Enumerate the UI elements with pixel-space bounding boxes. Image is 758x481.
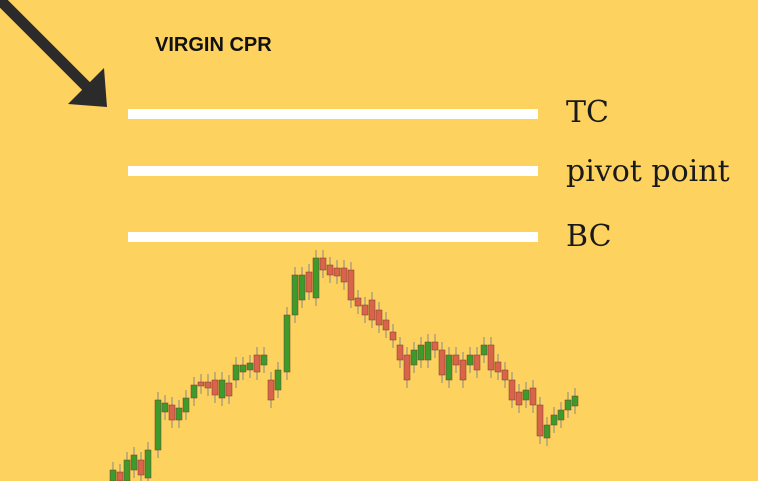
candle-body <box>459 359 467 381</box>
candle-body <box>154 399 162 451</box>
candle-body <box>347 269 355 301</box>
candle-body <box>536 404 544 437</box>
candle-body <box>168 404 176 421</box>
candle-body <box>211 379 219 396</box>
candle-body <box>389 331 397 341</box>
bc-line <box>128 232 538 242</box>
candle-body <box>197 381 205 387</box>
candle-body <box>109 469 117 481</box>
candle-body <box>333 267 341 277</box>
candle-body <box>283 314 291 373</box>
candle-body <box>144 449 152 479</box>
candle-body <box>368 299 376 321</box>
candle-body <box>557 409 565 421</box>
candle-body <box>466 354 474 366</box>
level-label: TC <box>566 95 609 130</box>
candle-body <box>375 309 383 326</box>
candle-body <box>319 257 327 271</box>
candle-body <box>417 344 425 361</box>
candle-body <box>291 274 299 316</box>
candle-body <box>522 389 530 401</box>
candle-body <box>175 407 183 421</box>
candle-body <box>225 382 233 397</box>
candle-body <box>305 271 313 293</box>
candle-body <box>218 379 226 399</box>
candle-body <box>312 257 320 299</box>
level-label: pivot point <box>566 154 730 189</box>
candle-body <box>298 274 306 301</box>
candle-body <box>116 471 124 481</box>
candle-body <box>501 369 509 381</box>
candle-body <box>326 264 334 276</box>
candle-body <box>515 391 523 406</box>
pivot-line <box>128 166 538 176</box>
candle-body <box>382 319 390 331</box>
candle-body <box>239 364 247 373</box>
candle-body <box>473 354 481 371</box>
candle-body <box>508 379 516 401</box>
candle-body <box>123 459 131 481</box>
arrow-head <box>68 68 107 107</box>
candle-body <box>564 399 572 411</box>
candle-body <box>232 364 240 381</box>
candle-body <box>204 381 212 389</box>
candle-body <box>137 459 145 476</box>
candle-body <box>246 362 254 371</box>
candle-body <box>182 397 190 413</box>
candle-body <box>190 384 198 399</box>
candle-body <box>494 361 502 373</box>
title: VIRGIN CPR <box>155 34 272 56</box>
candle-body <box>550 414 558 426</box>
candle-body <box>361 304 369 316</box>
candle-body <box>480 344 488 356</box>
candle-body <box>267 379 275 401</box>
candle-body <box>274 369 282 391</box>
candle-body <box>445 354 453 381</box>
tc-line <box>128 109 538 119</box>
candle-body <box>130 454 138 471</box>
candle-body <box>438 349 446 376</box>
candle-body <box>340 267 348 283</box>
candles <box>109 250 579 481</box>
candle-body <box>396 344 404 361</box>
candle-body <box>354 297 362 307</box>
candle-body <box>452 354 460 366</box>
candle-body <box>424 341 432 361</box>
candle-body <box>253 354 261 373</box>
candle-body <box>161 402 169 413</box>
candle-body <box>260 354 268 366</box>
candle-body <box>403 354 411 381</box>
level-label: BC <box>566 219 612 254</box>
candle-body <box>431 341 439 351</box>
candle-body <box>529 387 537 406</box>
candle-body <box>543 424 551 439</box>
candle-body <box>571 395 579 407</box>
candle-body <box>410 349 418 366</box>
candle-body <box>487 344 495 371</box>
arrow-shaft <box>0 0 92 92</box>
